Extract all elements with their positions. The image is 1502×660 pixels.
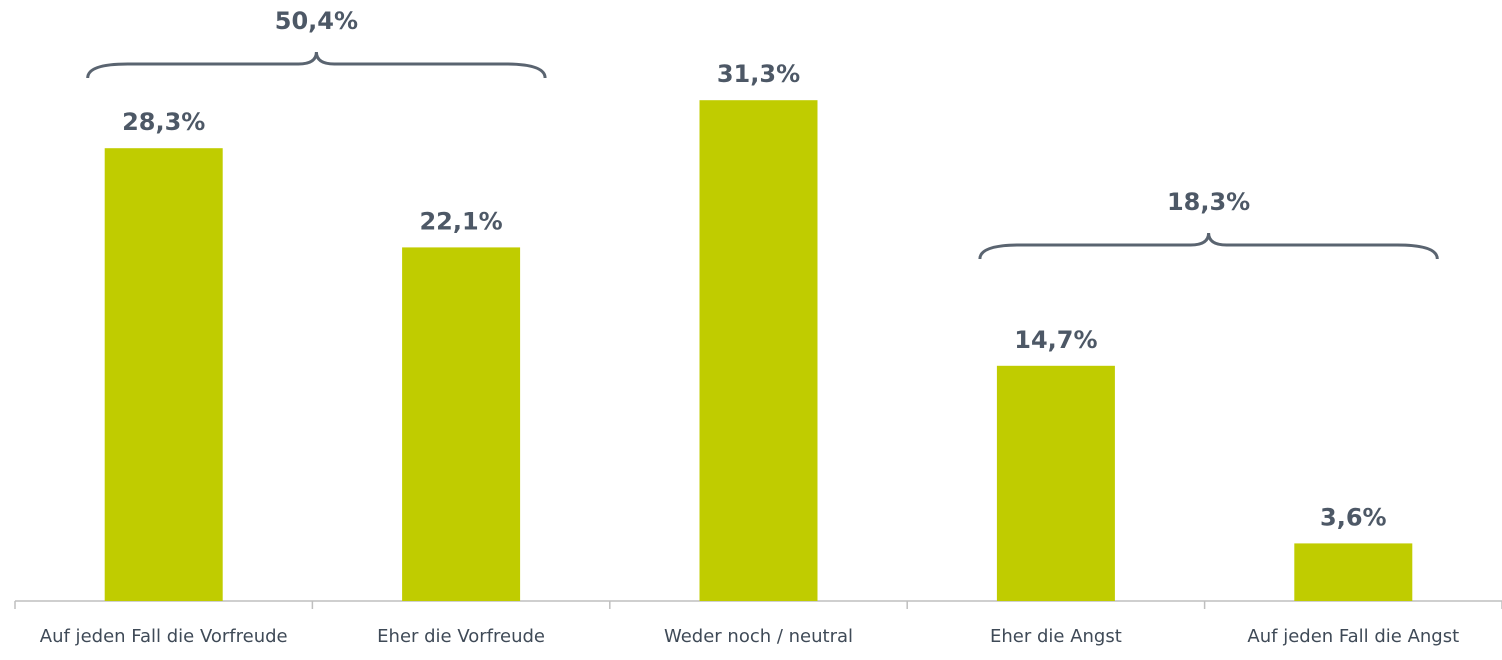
value-label: 22,1% bbox=[419, 207, 502, 235]
x-tick-label: Auf jeden Fall die Vorfreude bbox=[40, 626, 288, 647]
x-tick-label: Auf jeden Fall die Angst bbox=[1247, 626, 1459, 647]
bracket bbox=[978, 232, 1439, 260]
bar bbox=[1294, 543, 1413, 601]
value-label: 3,6% bbox=[1320, 503, 1387, 531]
value-label: 31,3% bbox=[717, 60, 800, 88]
x-tick-label: Weder noch / neutral bbox=[664, 626, 853, 647]
x-tick-label: Eher die Angst bbox=[990, 626, 1122, 647]
annotation-label: 50,4% bbox=[275, 7, 358, 35]
bar bbox=[996, 365, 1115, 601]
annotation-label: 18,3% bbox=[1167, 188, 1250, 216]
value-label: 14,7% bbox=[1014, 326, 1097, 354]
bar bbox=[402, 247, 521, 601]
value-label: 28,3% bbox=[122, 108, 205, 136]
x-tick-label: Eher die Vorfreude bbox=[377, 626, 545, 647]
bracket bbox=[86, 51, 547, 79]
bar bbox=[699, 100, 818, 601]
bar bbox=[104, 148, 223, 601]
